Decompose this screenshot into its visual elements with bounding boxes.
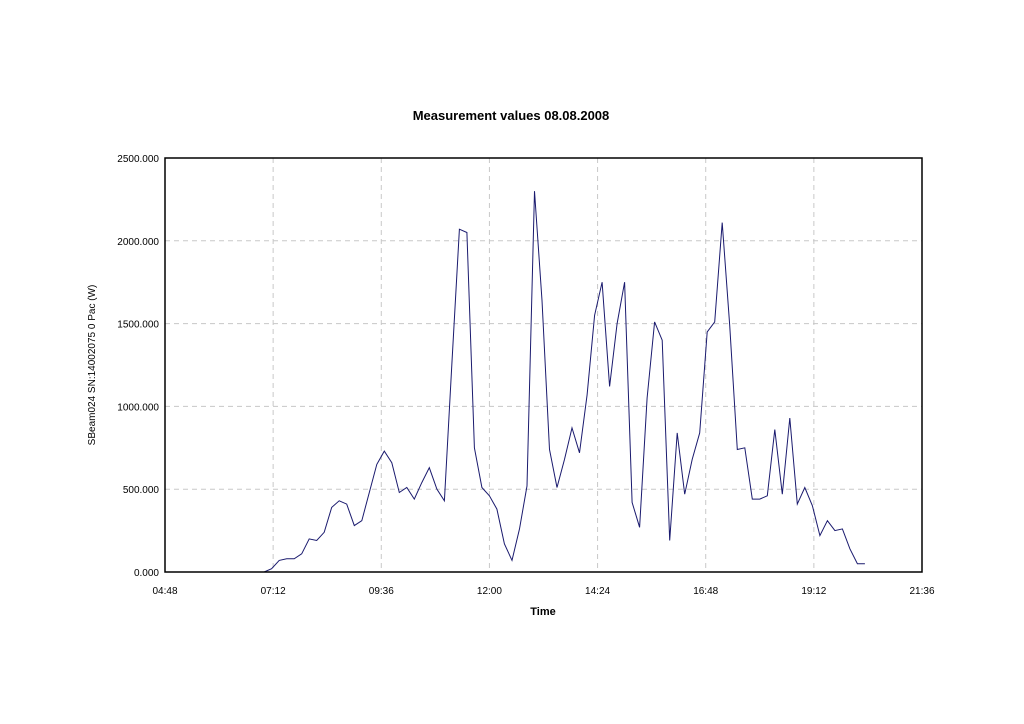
x-tick-label: 12:00: [477, 586, 502, 597]
x-tick-label: 07:12: [261, 586, 286, 597]
x-tick-label: 19:12: [801, 586, 826, 597]
y-tick-label: 2000.000: [117, 237, 159, 248]
chart-title: Measurement values 08.08.2008: [413, 108, 610, 123]
x-tick-label: 04:48: [152, 586, 177, 597]
y-tick-label: 1500.000: [117, 320, 159, 331]
x-axis-title: Time: [530, 606, 555, 618]
plot-frame: [164, 157, 923, 573]
x-tick-label: 14:24: [585, 586, 610, 597]
y-tick-label: 0.000: [134, 568, 159, 579]
series-line: [263, 191, 865, 573]
x-tick-label: 21:36: [909, 586, 934, 597]
y-tick-label: 1000.000: [117, 402, 159, 413]
gridlines: [165, 158, 922, 572]
x-tick-label: 09:36: [369, 586, 394, 597]
y-tick-labels: 0.000 500.000 1000.000 1500.000 2000.000 2500…: [117, 154, 159, 579]
y-axis-title: SBeam024 SN:14002075 0 Pac (W): [87, 285, 98, 446]
y-tick-label: 2500.000: [117, 154, 159, 165]
x-tick-labels: 04:48 07:12 09:36 12:00 14:24 16:48 19:12 21:36: [152, 586, 934, 597]
x-tick-label: 16:48: [693, 586, 718, 597]
y-tick-label: 500.000: [123, 485, 160, 496]
